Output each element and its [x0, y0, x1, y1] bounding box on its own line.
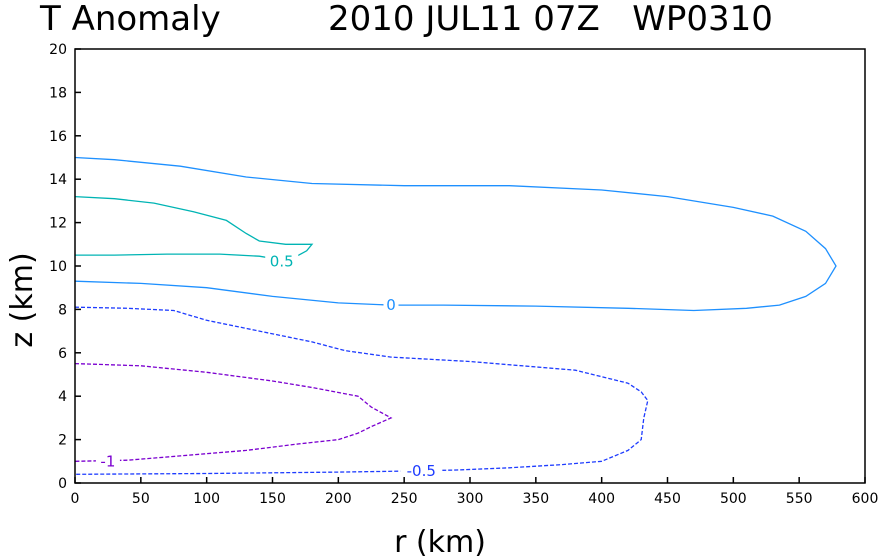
- y-tick-label: 18: [49, 85, 67, 101]
- contour-label: -0.5: [407, 462, 436, 480]
- x-tick-label: 450: [654, 491, 681, 507]
- y-tick-label: 12: [49, 216, 67, 232]
- x-tick-label: 400: [588, 491, 615, 507]
- contour-line-2: [74, 306, 649, 475]
- contour-lines: [74, 156, 837, 475]
- x-axis-label: r (km): [394, 525, 486, 558]
- x-tick-label: 150: [259, 491, 286, 507]
- y-tick-label: 8: [58, 302, 67, 318]
- contour-line-1: [74, 195, 314, 262]
- x-tick-label: 600: [852, 491, 879, 507]
- x-tick-label: 550: [786, 491, 813, 507]
- plot-frame: [74, 48, 866, 484]
- chart-title-right: 2010 JUL11 07Z WP0310: [328, 0, 773, 39]
- y-axis-ticks: 0 2 4 6 8 10 12 14 16 18 20: [49, 42, 81, 492]
- contour-line-0: [74, 156, 837, 312]
- contour-label: -1: [100, 452, 115, 470]
- y-tick-label: 20: [49, 42, 67, 58]
- y-tick-label: 0: [58, 476, 67, 492]
- chart-title-left: T Anomaly: [39, 0, 221, 39]
- contour-label-bg: [95, 452, 120, 471]
- x-tick-label: 50: [132, 491, 150, 507]
- x-axis-ticks: 0 50 100 150 200 250 300 350 400 450 500 550 600: [71, 477, 879, 507]
- contour-label: 0: [386, 296, 396, 314]
- y-tick-label: 4: [58, 389, 67, 405]
- x-tick-label: 100: [193, 491, 220, 507]
- x-tick-label: 500: [720, 491, 747, 507]
- contour-label-bg: [383, 296, 399, 315]
- y-tick-label: 2: [58, 433, 67, 449]
- y-tick-label: 10: [49, 259, 67, 275]
- x-tick-label: 350: [522, 491, 549, 507]
- x-tick-label: 0: [71, 491, 80, 507]
- contour-label-bg: [265, 252, 299, 271]
- y-tick-label: 16: [49, 129, 67, 145]
- x-tick-label: 250: [391, 491, 418, 507]
- x-tick-label: 200: [325, 491, 352, 507]
- contour-labels: 0 0.5 -0.5 -1: [95, 252, 443, 481]
- y-tick-label: 14: [49, 172, 67, 188]
- y-axis-label: z (km): [5, 252, 40, 347]
- x-tick-label: 300: [457, 491, 484, 507]
- contour-label: 0.5: [270, 253, 294, 271]
- contour-line-3: [74, 362, 393, 462]
- y-tick-label: 6: [58, 346, 67, 362]
- contour-label-bg: [400, 462, 443, 481]
